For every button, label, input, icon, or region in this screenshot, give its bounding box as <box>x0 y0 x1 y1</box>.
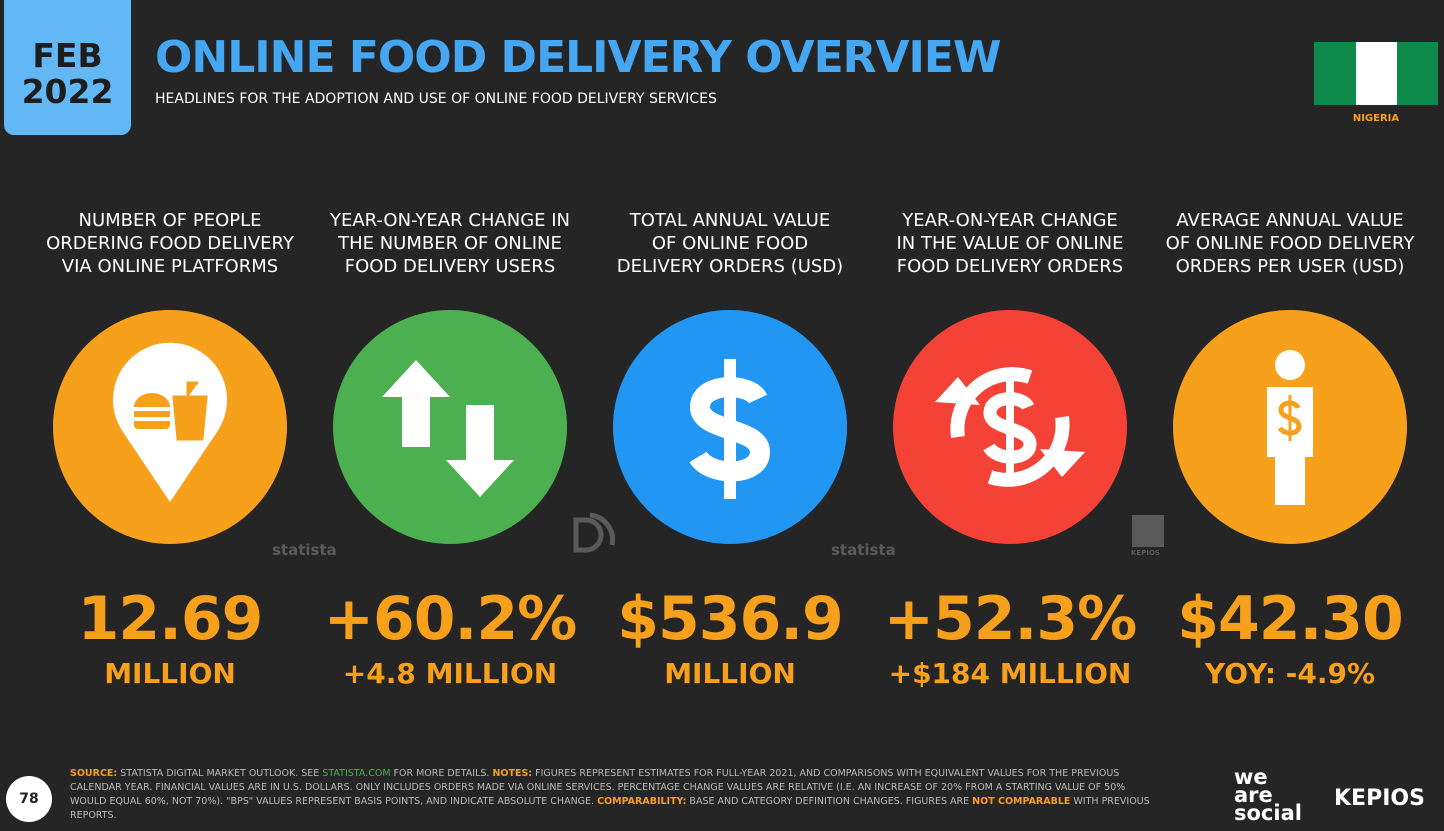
card-subvalue: +$184 MILLION <box>888 657 1132 690</box>
card-subvalue: YOY: -4.9% <box>1204 657 1376 690</box>
date-month: FEB <box>32 36 103 75</box>
footnote-segment: SOURCE: <box>70 768 118 779</box>
label-line: FOOD DELIVERY USERS <box>344 256 556 277</box>
footnote-segment: NOT COMPARABLE <box>972 796 1071 807</box>
subtitle: HEADLINES FOR THE ADOPTION AND USE OF ON… <box>155 91 717 107</box>
label-line: IN THE VALUE OF ONLINE <box>896 233 1124 254</box>
card-value: $536.9 <box>617 584 844 654</box>
icon-dollar <box>613 310 847 544</box>
icon-food <box>53 310 287 544</box>
icon-person <box>1173 310 1407 544</box>
card-value: 12.69 <box>77 584 264 654</box>
card-value: $42.30 <box>1177 584 1404 654</box>
label-line: YEAR-ON-YEAR CHANGE <box>902 210 1118 231</box>
footnote-segment: STATISTA.COM <box>322 768 391 779</box>
country-label: NIGERIA <box>1352 113 1400 124</box>
card-label: AVERAGE ANNUAL VALUE OF ONLINE FOOD DELIV… <box>1155 209 1425 278</box>
card-value: +60.2% <box>323 584 577 654</box>
label-line: THE NUMBER OF ONLINE <box>338 233 562 254</box>
watermark: statista <box>272 541 337 559</box>
watermark: statista <box>831 541 896 559</box>
icon-arrows <box>333 310 567 544</box>
page-number: 78 <box>6 776 52 822</box>
brand-kepios: KEPIOS <box>1334 786 1425 811</box>
card-subvalue: +4.8 MILLION <box>342 657 558 690</box>
label-line: ORDERS PER USER (USD) <box>1175 256 1405 277</box>
date-year: 2022 <box>21 72 114 111</box>
label-line: NUMBER OF PEOPLE <box>78 210 262 231</box>
card-subvalue: MILLION <box>104 657 236 690</box>
card-label: YEAR-ON-YEAR CHANGE IN THE NUMBER OF ONLI… <box>315 209 585 278</box>
icon-dollar-change <box>893 310 1127 544</box>
footnote-segment: BASE AND CATEGORY DEFINITION CHANGES. FI… <box>686 796 973 807</box>
brand-line: are <box>1234 783 1273 807</box>
card-label: NUMBER OF PEOPLE ORDERING FOOD DELIVERY VI… <box>35 209 305 278</box>
label-line: VIA ONLINE PLATFORMS <box>61 256 279 277</box>
label-line: OF ONLINE FOOD <box>651 233 809 254</box>
watermark: KEPIOS <box>1131 549 1160 557</box>
brand-line: social <box>1234 801 1302 825</box>
card-label: TOTAL ANNUAL VALUE OF ONLINE FOOD DELIVERY… <box>595 209 865 278</box>
label-line: OF ONLINE FOOD DELIVERY <box>1165 233 1415 254</box>
card-subvalue: MILLION <box>664 657 796 690</box>
label-line: YEAR-ON-YEAR CHANGE IN <box>329 210 571 231</box>
label-line: DELIVERY ORDERS (USD) <box>616 256 844 277</box>
brand-line: we <box>1234 765 1268 789</box>
watermark-icons <box>573 512 1164 553</box>
footnote-segment: WITH PREVIOUS REPORTS. <box>70 796 1150 821</box>
label-line: AVERAGE ANNUAL VALUE <box>1176 210 1404 231</box>
card-label: YEAR-ON-YEAR CHANGE IN THE VALUE OF ONLIN… <box>875 209 1145 278</box>
flag <box>1314 42 1438 105</box>
label-line: ORDERING FOOD DELIVERY <box>46 233 294 254</box>
footnote: SOURCE: STATISTA DIGITAL MARKET OUTLOOK.… <box>70 767 1160 823</box>
label-line: TOTAL ANNUAL VALUE <box>629 210 831 231</box>
label-line: FOOD DELIVERY ORDERS <box>896 256 1124 277</box>
footnote-segment: COMPARABILITY: <box>597 796 687 807</box>
footnote-segment: STATISTA DIGITAL MARKET OUTLOOK. SEE <box>117 768 323 779</box>
brand-we-are-social: we are social <box>1234 765 1302 825</box>
date-box: FEB 2022 <box>4 0 131 135</box>
footnote-segment: NOTES: <box>492 768 533 779</box>
card-value: +52.3% <box>883 584 1137 654</box>
footnote-segment: FIGURES REPRESENT ESTIMATES FOR FULL-YEA… <box>70 768 1126 807</box>
footnote-segment: FOR MORE DETAILS. <box>390 768 493 779</box>
title: ONLINE FOOD DELIVERY OVERVIEW <box>155 32 1002 83</box>
